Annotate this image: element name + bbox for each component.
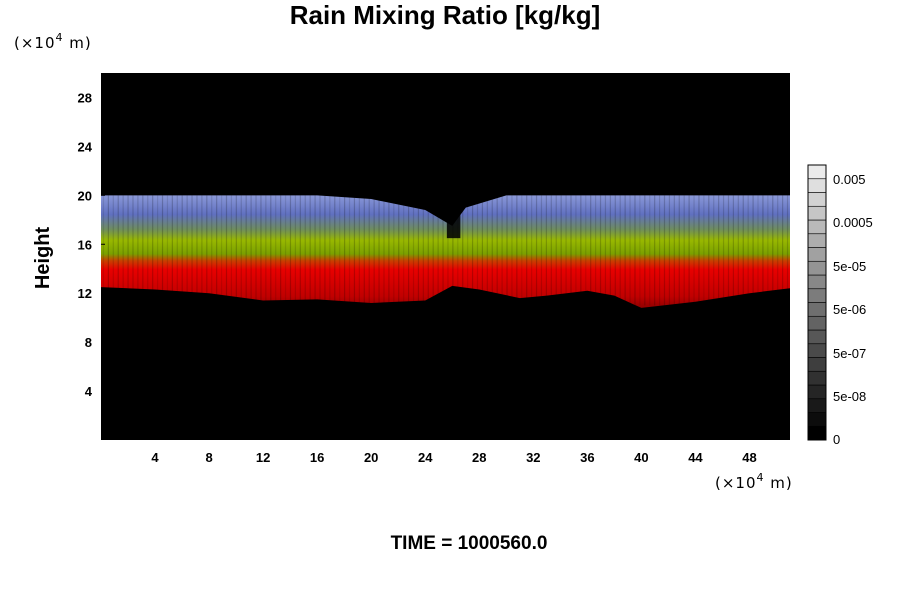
colorbar-level: [807, 247, 827, 262]
colorbar-level: [807, 425, 827, 441]
x-tick-label: 40: [634, 450, 648, 465]
colorbar-level: [807, 398, 827, 413]
x-tick-label: 12: [256, 450, 270, 465]
rain-field: [101, 192, 790, 308]
colorbar-level: [807, 302, 827, 317]
y-tick-label: 4: [85, 384, 93, 399]
colorbar: [807, 164, 827, 441]
colorbar-level: [807, 178, 827, 193]
x-tick-label: 24: [418, 450, 433, 465]
x-scale-exponent: 4: [757, 471, 765, 484]
x-tick-label: 4: [151, 450, 159, 465]
y-scale-prefix: (×10: [14, 34, 56, 52]
colorbar-level: [807, 412, 827, 427]
x-tick-label: 28: [472, 450, 486, 465]
x-tick-label: 8: [205, 450, 212, 465]
y-tick-label: 12: [78, 286, 92, 301]
colorbar-tick-label: 5e-07: [833, 346, 866, 361]
colorbar-tick-label: 0.0005: [833, 215, 873, 230]
colorbar-tick-label: 0: [833, 432, 840, 447]
colorbar-level: [807, 343, 827, 358]
colorbar-level: [807, 384, 827, 400]
x-tick-label: 20: [364, 450, 378, 465]
y-axis-ticks: 4 8 12 16 20 24 28: [78, 90, 105, 399]
colorbar-level: [807, 233, 827, 248]
colorbar-level: [807, 329, 827, 345]
colorbar-tick-label: 5e-06: [833, 302, 866, 317]
chart-title: Rain Mixing Ratio [kg/kg]: [290, 0, 601, 30]
y-axis-label: Height: [32, 227, 54, 290]
colorbar-level: [807, 205, 827, 221]
y-tick-label: 24: [78, 139, 93, 154]
colorbar-level: [807, 260, 827, 276]
y-scale-label: (×104 m): [14, 31, 92, 52]
x-scale-prefix: (×10: [715, 474, 757, 492]
y-tick-label: 8: [85, 335, 92, 350]
x-tick-label: 32: [526, 450, 540, 465]
colorbar-level: [807, 315, 827, 331]
x-axis-ticks: 4 8 12 16 20 24 28 32 36 40 44 48: [151, 436, 757, 465]
colorbar-tick-label: 0.005: [833, 172, 866, 187]
y-tick-label: 20: [78, 188, 92, 203]
colorbar-level: [807, 274, 827, 290]
x-scale-label: (×104 m): [715, 471, 793, 492]
colorbar-labels: 0.005 0.0005 5e-05 5e-06 5e-07 5e-08 0: [833, 172, 873, 447]
colorbar-frame: [807, 164, 827, 441]
x-scale-unit: m): [765, 474, 793, 492]
colorbar-level: [807, 192, 827, 207]
colorbar-level: [807, 288, 827, 303]
colorbar-level: [807, 357, 827, 372]
field-gap: [446, 192, 461, 239]
x-tick-label: 16: [310, 450, 324, 465]
colorbar-tick-label: 5e-08: [833, 389, 866, 404]
x-tick-label: 44: [688, 450, 703, 465]
rain-band: [101, 195, 790, 308]
y-tick-label: 16: [78, 237, 92, 252]
time-label: TIME = 1000560.0: [391, 533, 548, 554]
colorbar-level: [807, 370, 827, 386]
colorbar-tick-label: 5e-05: [833, 259, 866, 274]
colorbar-level: [807, 219, 827, 235]
x-tick-label: 36: [580, 450, 594, 465]
y-tick-label: 28: [78, 90, 92, 105]
y-scale-unit: m): [64, 34, 92, 52]
colorbar-level: [807, 164, 827, 180]
y-scale-exponent: 4: [56, 31, 64, 44]
x-tick-label: 48: [742, 450, 756, 465]
